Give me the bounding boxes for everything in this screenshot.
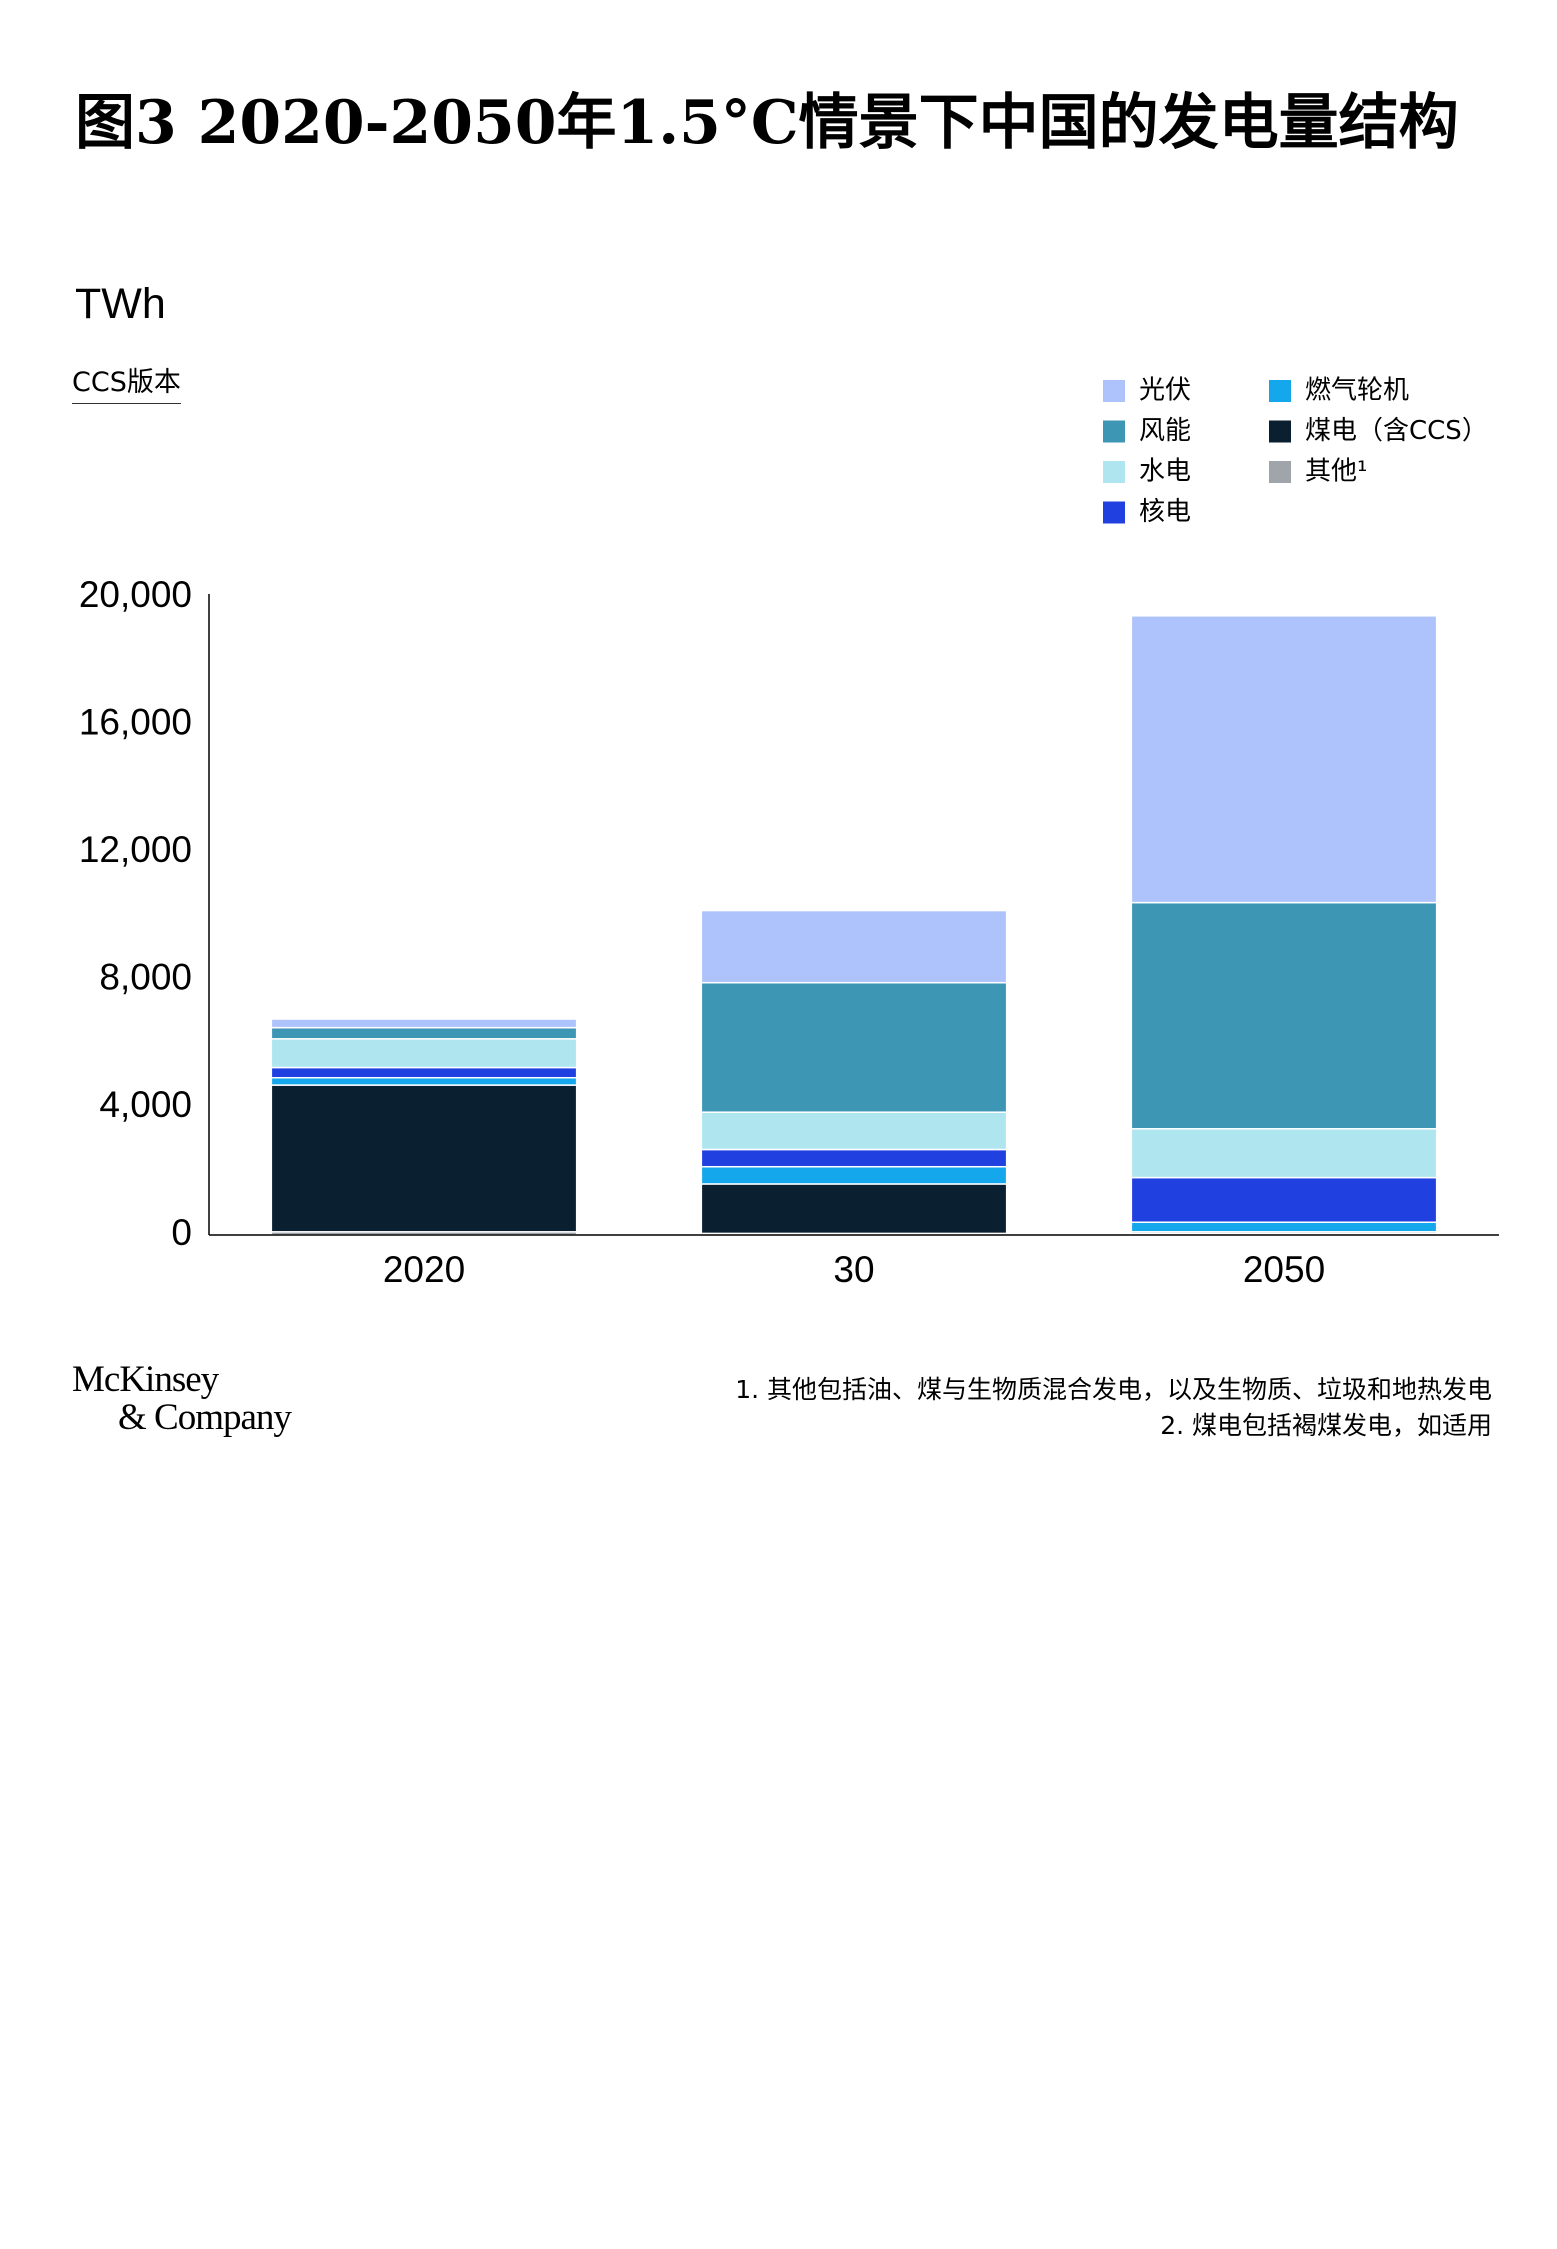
bar-segment	[270, 1076, 578, 1086]
legend-swatch	[1269, 380, 1291, 402]
y-tick-label: 20,000	[79, 574, 192, 615]
y-tick-label: 4,000	[99, 1084, 192, 1125]
x-tick-label: 2050	[1243, 1249, 1325, 1290]
unit-label: TWh	[75, 280, 166, 328]
bar-segment	[700, 1183, 1008, 1235]
title: 图3 2020-2050年1.5°C情景下中国的发电量结构	[75, 88, 1459, 158]
bar-segment	[1130, 901, 1438, 1130]
legend-label: 风能	[1139, 416, 1191, 446]
legend-label: 光伏	[1139, 376, 1191, 406]
footnote: 2. 煤电包括褐煤发电，如适用	[1160, 1411, 1492, 1440]
footnote: 1. 其他包括油、煤与生物质混合发电，以及生物质、垃圾和地热发电	[735, 1375, 1492, 1404]
bar-segment	[270, 1066, 578, 1079]
legend-swatch	[1269, 461, 1291, 483]
y-tick-label: 0	[171, 1212, 192, 1253]
y-tick-label: 16,000	[79, 701, 192, 742]
bar-segment	[700, 981, 1008, 1113]
bar-segment	[700, 1165, 1008, 1185]
legend-swatch	[1103, 501, 1125, 524]
bar-segment	[700, 1148, 1008, 1168]
bar-segment	[1130, 1176, 1438, 1223]
bar-segment	[1130, 615, 1438, 904]
logo-line: McKinsey	[72, 1359, 219, 1400]
x-tick-label: 30	[833, 1249, 874, 1290]
bar-segment	[700, 1111, 1008, 1151]
legend-label: 煤电（含CCS）	[1305, 416, 1488, 446]
legend-label: 其他¹	[1305, 457, 1367, 487]
version-label: CCS版本	[72, 360, 181, 404]
legend-swatch	[1103, 420, 1125, 443]
logo-line: & Company	[118, 1397, 292, 1438]
bar-segment	[270, 1038, 578, 1069]
legend-swatch	[1269, 420, 1291, 443]
bar-segment	[1130, 1221, 1438, 1233]
chart: 0 4,000 8,000 12,000 16,000 20,000 2020 30 2050 光…	[79, 376, 1499, 1290]
bar-segment	[270, 1018, 578, 1029]
legend-label: 水电	[1139, 457, 1191, 487]
legend-swatch	[1103, 380, 1125, 402]
x-tick-label: 2020	[383, 1249, 465, 1290]
y-tick-label: 12,000	[79, 829, 192, 870]
legend-label: 燃气轮机	[1305, 376, 1409, 406]
bar-segment	[270, 1026, 578, 1040]
legend-label: 核电	[1139, 497, 1191, 527]
bar-segment	[1130, 1128, 1438, 1179]
legend-swatch	[1103, 461, 1125, 483]
y-tick-label: 8,000	[99, 957, 192, 998]
bar-segment	[700, 909, 1008, 984]
bar-segment	[270, 1084, 578, 1233]
